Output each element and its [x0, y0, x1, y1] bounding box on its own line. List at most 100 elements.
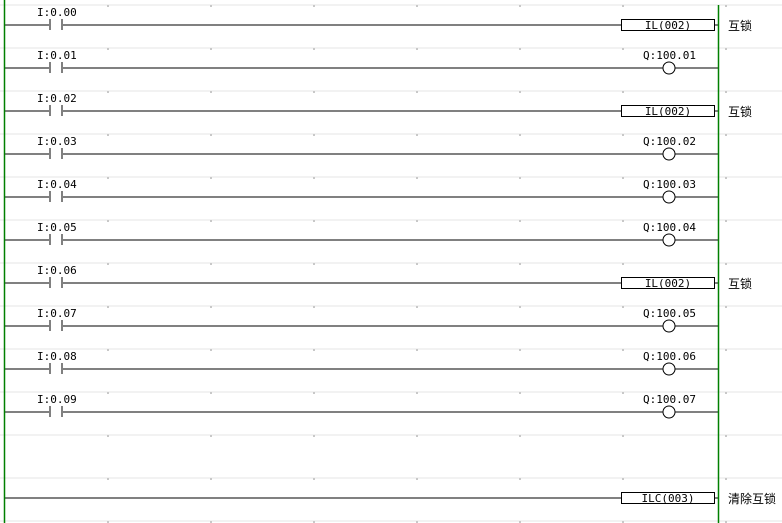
contact-address[interactable]: I:0.05 — [37, 221, 77, 234]
instruction-label[interactable]: IL(002) — [645, 277, 691, 290]
grid-dot — [622, 435, 624, 437]
grid-dot — [519, 392, 521, 394]
grid-dot — [107, 478, 109, 480]
grid-dot — [622, 220, 624, 222]
contact-address[interactable]: I:0.01 — [37, 49, 77, 62]
grid-dot — [107, 5, 109, 7]
grid-dot — [210, 5, 212, 7]
rung-comment: 互锁 — [728, 276, 752, 291]
grid-dot — [725, 349, 727, 351]
grid-dot — [725, 48, 727, 50]
coil-address[interactable]: Q:100.03 — [643, 178, 696, 191]
grid-dot — [313, 349, 315, 351]
grid-dot — [107, 392, 109, 394]
grid-dot — [313, 435, 315, 437]
output-coil-icon[interactable] — [662, 362, 676, 376]
instruction-label[interactable]: ILC(003) — [642, 492, 695, 505]
rung[interactable]: I:0.08 Q:100.06 — [5, 350, 718, 376]
instruction-label[interactable]: IL(002) — [645, 19, 691, 32]
grid-dot — [416, 349, 418, 351]
grid-dot — [725, 306, 727, 308]
coil-address[interactable]: Q:100.05 — [643, 307, 696, 320]
rung[interactable]: I:0.02 IL(002) 互锁 — [5, 92, 752, 119]
grid-dot — [416, 48, 418, 50]
grid-dot — [622, 478, 624, 480]
grid-dot — [622, 521, 624, 523]
rung[interactable]: I:0.05 Q:100.04 — [5, 221, 718, 247]
grid-dot — [313, 306, 315, 308]
grid-dot — [107, 521, 109, 523]
grid-dot — [519, 220, 521, 222]
grid-dot — [313, 263, 315, 265]
coil-address[interactable]: Q:100.04 — [643, 221, 696, 234]
grid-dot — [416, 263, 418, 265]
rung[interactable]: I:0.00 IL(002) 互锁 — [5, 6, 752, 33]
grid-dot — [107, 263, 109, 265]
grid-dot — [210, 478, 212, 480]
instruction-box[interactable] — [621, 492, 715, 504]
grid-dot — [622, 392, 624, 394]
grid-dot — [725, 177, 727, 179]
grid-dot — [416, 220, 418, 222]
grid-dot — [313, 177, 315, 179]
grid-dot — [725, 521, 727, 523]
grid-dot — [622, 134, 624, 136]
rung[interactable]: I:0.04 Q:100.03 — [5, 178, 718, 204]
instruction-box[interactable] — [621, 105, 715, 117]
rung[interactable]: I:0.09 Q:100.07 — [5, 393, 718, 419]
output-coil-icon[interactable] — [662, 61, 676, 75]
grid-dot — [725, 478, 727, 480]
coil-address[interactable]: Q:100.01 — [643, 49, 696, 62]
instruction-label[interactable]: IL(002) — [645, 105, 691, 118]
rung[interactable]: I:0.01 Q:100.01 — [5, 49, 718, 75]
grid-dot — [519, 134, 521, 136]
rung[interactable]: I:0.03 Q:100.02 — [5, 135, 718, 161]
contact-address[interactable]: I:0.02 — [37, 92, 77, 105]
output-coil-icon[interactable] — [662, 147, 676, 161]
grid-dot — [519, 306, 521, 308]
output-coil-icon[interactable] — [662, 319, 676, 333]
grid-dot — [519, 435, 521, 437]
grid-dot — [416, 177, 418, 179]
grid-dot — [622, 349, 624, 351]
output-coil-icon[interactable] — [662, 233, 676, 247]
grid-dot — [210, 435, 212, 437]
grid-dot — [313, 220, 315, 222]
instruction-box[interactable] — [621, 19, 715, 31]
grid-dot — [622, 5, 624, 7]
coil-address[interactable]: Q:100.02 — [643, 135, 696, 148]
contact-address[interactable]: I:0.07 — [37, 307, 77, 320]
grid-dot — [725, 263, 727, 265]
rung[interactable]: I:0.07 Q:100.05 — [5, 307, 718, 333]
contact-address[interactable]: I:0.03 — [37, 135, 77, 148]
coil-address[interactable]: Q:100.06 — [643, 350, 696, 363]
rung[interactable]: ILC(003) 清除互锁 — [5, 491, 776, 506]
contact-address[interactable]: I:0.04 — [37, 178, 77, 191]
output-coil-icon[interactable] — [662, 190, 676, 204]
grid-dot — [210, 521, 212, 523]
rung-comment: 互锁 — [728, 18, 752, 33]
output-coil-icon[interactable] — [662, 405, 676, 419]
grid-dot — [107, 220, 109, 222]
grid-dot — [107, 349, 109, 351]
grid-dot — [519, 263, 521, 265]
grid-dot — [210, 306, 212, 308]
grid-dot — [519, 5, 521, 7]
contact-address[interactable]: I:0.09 — [37, 393, 77, 406]
grid-dot — [725, 435, 727, 437]
instruction-box[interactable] — [621, 277, 715, 289]
grid-dot — [416, 478, 418, 480]
contact-address[interactable]: I:0.08 — [37, 350, 77, 363]
contact-address[interactable]: I:0.00 — [37, 6, 77, 19]
grid-dot — [622, 263, 624, 265]
coil-address[interactable]: Q:100.07 — [643, 393, 696, 406]
grid-dot — [210, 177, 212, 179]
grid-dot — [210, 349, 212, 351]
contact-address[interactable]: I:0.06 — [37, 264, 77, 277]
rung[interactable]: I:0.06 IL(002) 互锁 — [5, 264, 752, 291]
grid-dot — [622, 48, 624, 50]
grid-dot — [416, 91, 418, 93]
grid-dot — [519, 48, 521, 50]
grid-dot — [313, 521, 315, 523]
